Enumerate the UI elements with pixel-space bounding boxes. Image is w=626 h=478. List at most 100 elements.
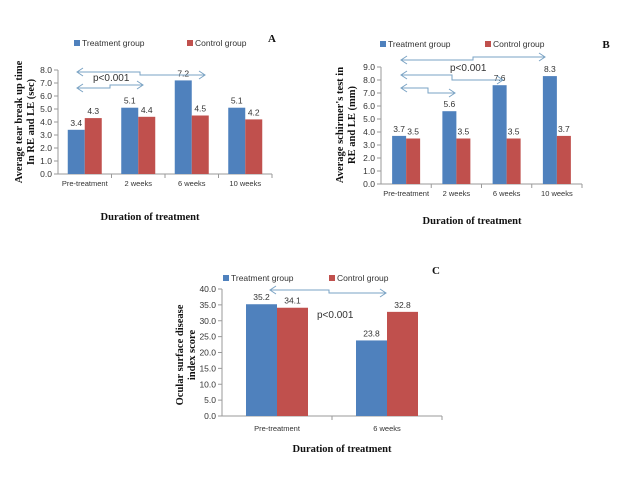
- y-axis-label-line: In RE and LE (sec): [26, 78, 37, 165]
- chart-c: 0.0 5.0 10.0 15.0 20.0 25.0 30.0 35.0 40.0 Pre-tr…: [175, 265, 443, 455]
- x-tick-label: 2 weeks: [443, 189, 471, 198]
- y-tick-label: 20.0: [199, 348, 216, 358]
- y-axis-label-line: RE and LE (mm): [347, 86, 358, 164]
- bar-control: [406, 138, 421, 184]
- bar-control: [506, 138, 521, 184]
- bar-treatment: [492, 85, 507, 184]
- legend-label: Control group: [337, 273, 389, 283]
- chart-b: 0.0 1.0 2.0 3.0 4.0 5.0 6.0 7.0 8.0 9.0 Pre-treatm…: [335, 39, 610, 227]
- arrowhead-left-icon: [76, 67, 84, 77]
- data-label: 3.5: [457, 127, 469, 137]
- data-label: 4.2: [248, 107, 260, 117]
- bar-control: [277, 307, 308, 416]
- y-tick-label: 7.0: [40, 78, 52, 88]
- y-tick-label: 3.0: [40, 130, 52, 140]
- x-axis-label: Duration of treatment: [101, 212, 200, 223]
- data-label: 7.2: [177, 68, 189, 78]
- data-label: 3.5: [508, 127, 520, 137]
- y-tick-label: 15.0: [199, 363, 216, 373]
- data-label: 3.4: [70, 118, 82, 128]
- y-tick-label: 0.0: [40, 169, 52, 179]
- arrowhead-left-icon: [400, 70, 408, 80]
- arrowhead-right-icon: [379, 288, 387, 298]
- y-tick-label: 3.0: [363, 140, 375, 150]
- data-label: 32.8: [394, 300, 411, 310]
- comparison-arrow: [76, 80, 144, 93]
- y-axis-label: Average tear break up timeIn RE and LE (…: [14, 60, 37, 183]
- bar-treatment: [542, 76, 557, 184]
- comparison-arrow: [76, 67, 206, 80]
- data-label: 3.5: [407, 127, 419, 137]
- y-tick-label: 1.0: [363, 166, 375, 176]
- y-tick-label: 25.0: [199, 332, 216, 342]
- bar-control: [556, 135, 571, 184]
- arrow-line: [77, 84, 143, 89]
- bar-treatment: [174, 80, 192, 174]
- bar-treatment: [246, 304, 277, 416]
- x-tick-label: Pre-treatment: [62, 179, 109, 188]
- data-label: 5.1: [124, 96, 136, 106]
- bar-treatment: [67, 129, 85, 174]
- legend-label: Treatment group: [82, 38, 145, 48]
- x-axis-label: Duration of treatment: [423, 216, 522, 227]
- arrowhead-right-icon: [496, 75, 504, 85]
- arrowhead-right-icon: [448, 88, 456, 98]
- comparison-arrow: [269, 285, 387, 298]
- y-tick-label: 5.0: [363, 114, 375, 124]
- y-tick-label: 2.0: [363, 153, 375, 163]
- data-label: 3.7: [393, 124, 405, 134]
- legend-swatch-treatment: [380, 41, 386, 47]
- y-axis-label-line: Average schirmer's test in: [335, 67, 346, 183]
- y-tick-label: 10.0: [199, 379, 216, 389]
- y-tick-label: 4.0: [40, 117, 52, 127]
- bar-treatment: [121, 107, 139, 174]
- x-tick-label: Pre-treatment: [383, 189, 430, 198]
- panel-label: C: [432, 265, 440, 277]
- bar-treatment: [228, 107, 246, 174]
- legend-swatch-control: [329, 275, 335, 281]
- bar-control: [456, 138, 471, 184]
- data-label: 4.3: [87, 106, 99, 116]
- y-tick-label: 5.0: [40, 104, 52, 114]
- y-tick-label: 8.0: [363, 75, 375, 85]
- data-label: 4.5: [194, 104, 206, 114]
- comparison-arrow: [400, 70, 504, 85]
- y-tick-label: 7.0: [363, 88, 375, 98]
- y-tick-label: 6.0: [40, 91, 52, 101]
- legend-swatch-treatment: [223, 275, 229, 281]
- panel-label: B: [602, 39, 610, 51]
- y-axis-label: Ocular surface diseaseindex score: [175, 304, 198, 405]
- legend-swatch-control: [485, 41, 491, 47]
- legend-label: Treatment group: [388, 39, 451, 49]
- x-tick-label: 10 weeks: [229, 179, 261, 188]
- y-tick-label: 9.0: [363, 62, 375, 72]
- data-label: 8.3: [544, 64, 556, 74]
- x-tick-label: 6 weeks: [373, 424, 401, 433]
- data-label: 5.6: [443, 99, 455, 109]
- bar-control: [84, 118, 102, 174]
- y-axis-label-line: Average tear break up time: [14, 60, 25, 183]
- y-tick-label: 5.0: [204, 395, 216, 405]
- chart-a: 0.0 1.0 2.0 3.0 4.0 5.0 6.0 7.0 8.0 Pre-treatment…: [14, 33, 276, 223]
- data-label: 3.7: [558, 124, 570, 134]
- x-tick-label: 2 weeks: [124, 179, 152, 188]
- bar-treatment: [442, 111, 457, 184]
- x-tick-label: 6 weeks: [178, 179, 206, 188]
- data-label: 35.2: [253, 292, 270, 302]
- arrow-line: [401, 56, 545, 61]
- arrowhead-right-icon: [198, 70, 206, 80]
- legend-label: Treatment group: [231, 273, 294, 283]
- data-label: 34.1: [284, 296, 301, 306]
- x-axis-label: Duration of treatment: [293, 444, 392, 455]
- y-axis-label-line: Ocular surface disease: [175, 304, 186, 405]
- y-tick-label: 0.0: [204, 411, 216, 421]
- arrow-line: [401, 87, 455, 94]
- y-tick-label: 2.0: [40, 143, 52, 153]
- bar-treatment: [356, 340, 387, 416]
- y-axis-label-line: index score: [187, 330, 198, 381]
- arrowhead-right-icon: [136, 80, 144, 90]
- data-label: 5.1: [231, 96, 243, 106]
- legend-label: Control group: [195, 38, 247, 48]
- bar-treatment: [392, 135, 407, 184]
